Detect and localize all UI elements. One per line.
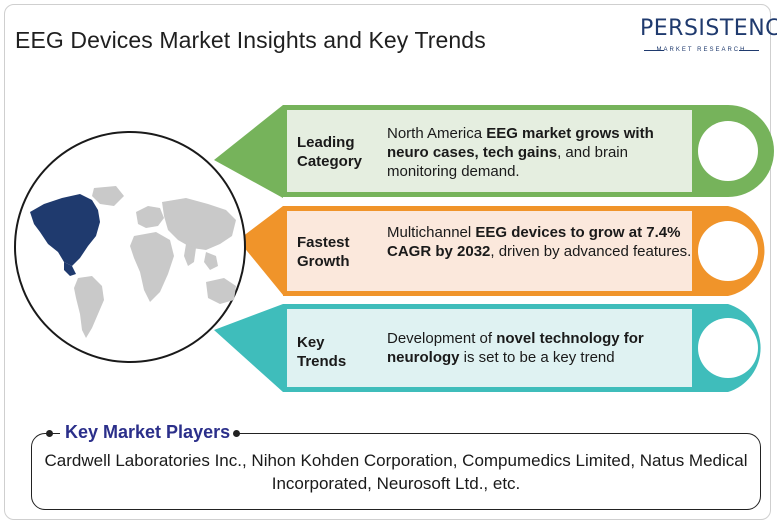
key-players-box [31,433,761,510]
green-connector [214,105,283,198]
logo-rule-right [739,50,759,51]
green-ring [698,121,758,181]
row-label-line: Growth [297,253,350,270]
globe-circle [14,131,246,363]
row-label-line: Key [297,334,325,351]
north-america-highlight [30,194,100,266]
row-desc-fastest-growth: Multichannel EEG devices to grow at 7.4%… [387,223,692,261]
row-label-line: Leading [297,134,355,151]
desc-text: North America [387,125,487,142]
page-title: EEG Devices Market Insights and Key Tren… [15,27,486,53]
logo-rule-left [644,50,664,51]
desc-emphasis: EEG market grows with neuro cases, tech … [387,125,654,161]
row-desc-key-trends: Development of novel technology for neur… [387,329,692,367]
world-map-icon [30,186,236,338]
row-label-fastest-growth: Fastest Growth [297,233,350,271]
row-label-leading-category: Leading Category [297,133,362,171]
row-label-line: Category [297,153,363,170]
orange-band-fill [287,211,692,291]
logo-subtitle: MARKET RESEARCH [656,47,747,53]
desc-text: , and brain monitoring demand. [387,144,628,180]
row-label-key-trends: Key Trends [297,333,346,371]
desc-text: , driven by advanced features. [490,243,692,260]
green-band-fill [287,110,692,192]
key-players-list: Cardwell Laboratories Inc., Nihon Kohden… [44,451,748,493]
desc-emphasis: EEG devices to grow at 7.4% CAGR by 2032 [387,224,681,260]
desc-text: is set to be a key trend [459,349,615,366]
orange-ring [698,221,758,281]
teal-ring [698,318,758,378]
bullet-dot-left [46,430,53,437]
row-desc-leading-category: North America EEG market grows with neur… [387,124,692,181]
desc-text: Development of [387,330,497,347]
teal-connector [214,304,283,392]
logo-name: PERSISTENCE [640,16,777,41]
row-label-line: Fastest [297,234,350,251]
teal-band-fill [287,309,692,387]
key-players-title: Key Market Players [60,422,236,443]
bullet-dot-right [233,430,240,437]
row-label-line: Trends [297,353,347,370]
orange-connector [238,206,283,295]
desc-emphasis: novel technology for neurology [387,330,644,366]
desc-text: Multichannel [387,224,476,241]
persistence-logo: PERSISTENCE MARKET RESEARCH [640,16,777,58]
